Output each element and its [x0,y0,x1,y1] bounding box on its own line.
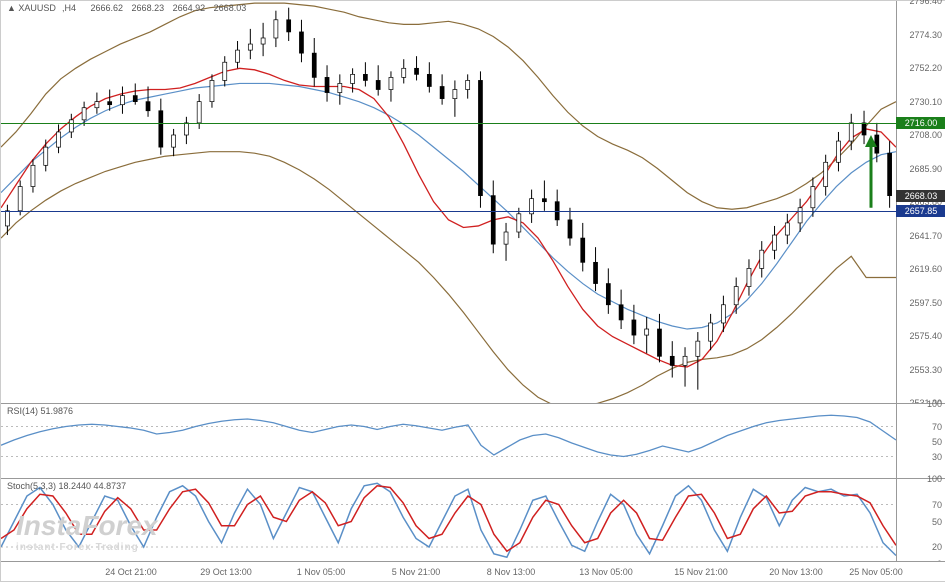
ohlc-high: 2668.23 [132,3,165,13]
ytick: 2641.70 [909,231,942,241]
main-plot [1,1,896,403]
xtick: 24 Oct 21:00 [105,567,157,577]
xtick: 1 Nov 05:00 [297,567,346,577]
ytick: 50 [932,437,942,447]
ytick: 20 [932,542,942,552]
ytick: 2752.20 [909,63,942,73]
ytick: 2597.50 [909,298,942,308]
ytick: 100 [927,399,942,409]
hline-label: 2716.00 [896,117,945,129]
ohlc-close: 2668.03 [214,3,247,13]
stoch-plot [1,479,896,564]
ytick: 2685.90 [909,164,942,174]
x-axis: 24 Oct 21:00 29 Oct 13:00 1 Nov 05:00 5 Nov… [1,561,945,581]
rsi-panel: RSI(14) 51.9876 1007050300 [1,403,945,478]
xtick: 15 Nov 21:00 [674,567,728,577]
ytick: 50 [932,517,942,527]
xtick: 13 Nov 05:00 [579,567,633,577]
stoch-panel: Stoch(5,3,3) 18.2440 44.8737 1007050200 [1,478,945,563]
ytick: 30 [932,452,942,462]
xtick: 29 Oct 13:00 [200,567,252,577]
ytick: 2619.60 [909,264,942,274]
hline-label: 2657.85 [896,205,945,217]
xtick: 8 Nov 13:00 [487,567,536,577]
current-price-label: 2668.03 [896,190,945,202]
ytick: 2708.00 [909,130,942,140]
chart-title-bar: ▲ XAUUSD,H4 2666.62 2668.23 2664.92 2668… [7,3,252,13]
symbol-label: ▲ XAUUSD,H4 [7,3,82,13]
xtick: 25 Nov 05:00 [849,567,903,577]
ytick: 2774.30 [909,30,942,40]
horizontal-line [1,211,896,212]
ytick: 2730.10 [909,97,942,107]
xtick: 5 Nov 21:00 [392,567,441,577]
rsi-y-axis: 1007050300 [896,404,945,478]
ytick: 70 [932,500,942,510]
ytick: 2553.30 [909,365,942,375]
ytick: 70 [932,422,942,432]
xtick: 20 Nov 13:00 [769,567,823,577]
chart-container: ▲ XAUUSD,H4 2666.62 2668.23 2664.92 2668… [0,0,945,582]
ohlc-low: 2664.92 [173,3,206,13]
rsi-label: RSI(14) 51.9876 [7,406,73,416]
main-price-panel: ▲ XAUUSD,H4 2666.62 2668.23 2664.92 2668… [1,1,945,403]
stoch-label: Stoch(5,3,3) 18.2440 44.8737 [7,481,126,491]
ytick: 2575.40 [909,331,942,341]
horizontal-line [1,123,896,124]
ohlc-open: 2666.62 [90,3,123,13]
ytick: 2796.40 [909,0,942,6]
stoch-y-axis: 1007050200 [896,479,945,563]
main-y-axis: 2796.40 2774.30 2752.20 2730.10 2708.00 2685.… [896,1,945,403]
rsi-plot [1,404,896,479]
ytick: 100 [927,474,942,484]
